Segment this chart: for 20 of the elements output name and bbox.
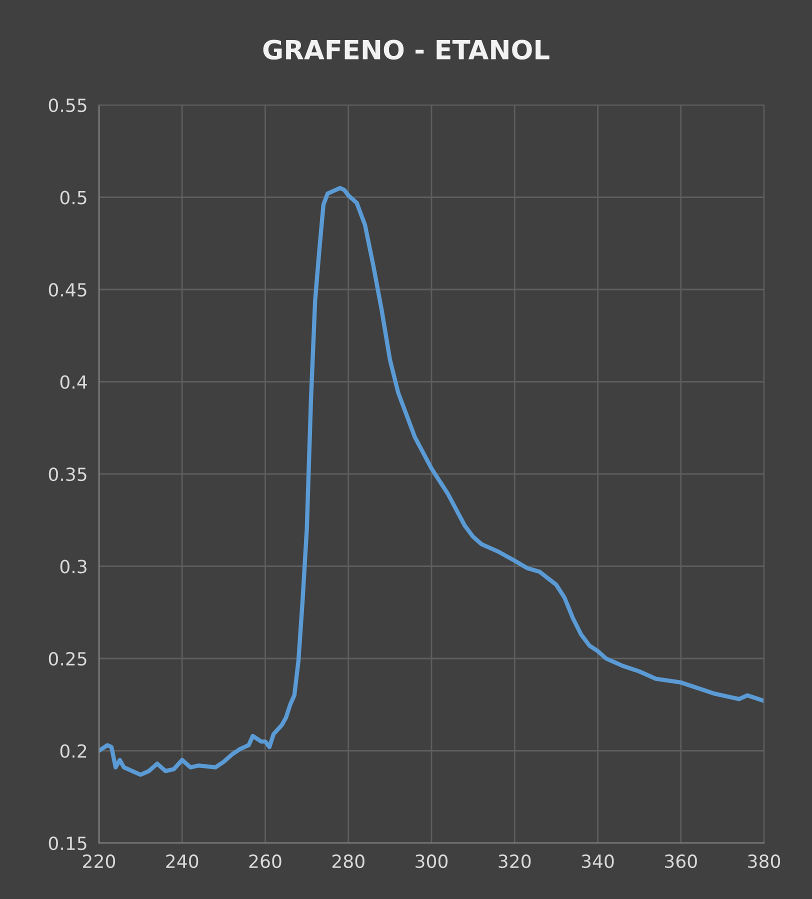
y-tick-label: 0.35 <box>48 467 86 482</box>
x-tick-label: 340 <box>582 854 614 868</box>
y-tick-label: 0.4 <box>60 375 87 389</box>
x-tick-label: 300 <box>416 854 448 868</box>
x-tick-label: 280 <box>332 854 364 868</box>
y-tick-label: 0.2 <box>60 744 86 758</box>
y-tick-label: 0.45 <box>48 282 86 297</box>
y-tick-label: 0.55 <box>48 98 86 112</box>
y-tick-label: 0.25 <box>48 652 86 666</box>
line-series <box>99 186 764 777</box>
x-tick-label: 360 <box>665 854 697 868</box>
y-tick-label: 0.15 <box>48 836 86 850</box>
x-tick-label: 320 <box>498 854 531 868</box>
x-tick-label: 240 <box>166 854 198 868</box>
x-tick-label: 380 <box>748 854 780 868</box>
x-tick-label: 260 <box>249 854 282 868</box>
y-tick-label: 0.3 <box>60 560 86 574</box>
x-tick-label: 220 <box>83 854 116 868</box>
chart-title: GRAFENO - ETANOL <box>263 40 550 60</box>
y-tick-label: 0.5 <box>60 190 86 204</box>
